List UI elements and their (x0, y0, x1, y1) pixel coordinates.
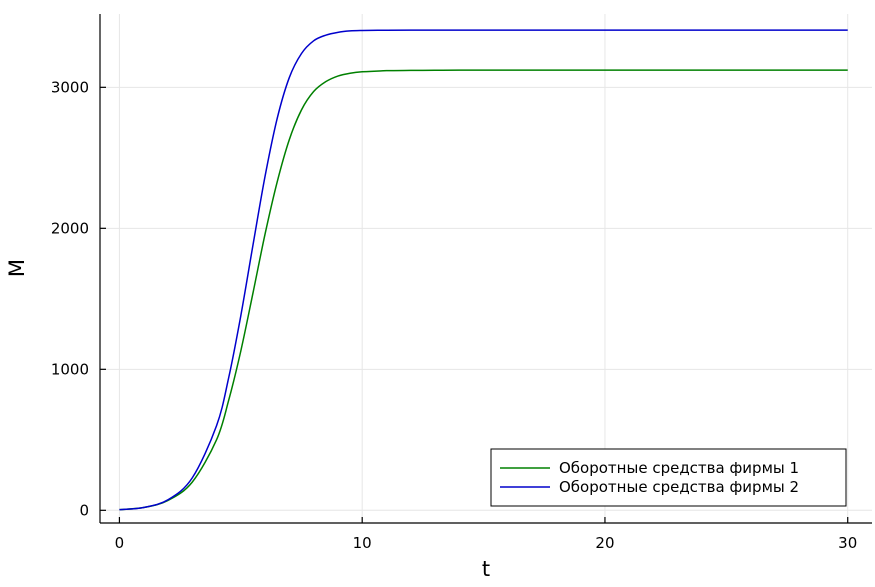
x-tick-label: 20 (595, 534, 614, 552)
series-line-2 (119, 29, 848, 511)
x-tick-label: 30 (838, 534, 857, 552)
y-axis-label: M (5, 259, 29, 277)
y-tick-label: 0 (79, 501, 89, 519)
y-tick-label: 3000 (51, 78, 89, 96)
y-tick-label: 2000 (51, 219, 89, 237)
legend-label-1: Оборотные средства фирмы 1 (559, 459, 799, 477)
legend-box (490, 448, 847, 507)
ticks: 0 10 20 30 0 1000 2000 3000 (51, 78, 857, 552)
axes (99, 14, 872, 524)
x-axis-label: t (482, 557, 490, 581)
series-layer (119, 29, 848, 511)
grid (100, 14, 872, 523)
x-tick-label: 10 (353, 534, 372, 552)
x-tick-label: 0 (115, 534, 125, 552)
series-line-1 (119, 69, 848, 511)
legend-label-2: Оборотные средства фирмы 2 (559, 478, 799, 496)
y-tick-label: 1000 (51, 360, 89, 378)
